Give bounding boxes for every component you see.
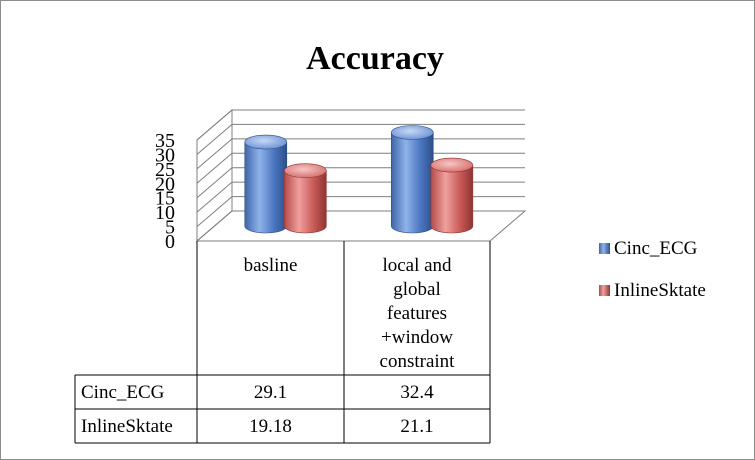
category-label: basline — [244, 255, 298, 276]
legend-item-Cinc_ECG: Cinc_ECG — [599, 238, 698, 259]
bar-top — [390, 125, 434, 140]
y-tick-label: 0 — [165, 231, 175, 253]
bar-Cinc_ECG-0 — [244, 134, 288, 234]
bar-body — [430, 164, 474, 234]
bar-body — [244, 141, 288, 234]
y-tick-label: 30 — [155, 144, 175, 166]
legend-item-InlineSktate: InlineSktate — [599, 280, 706, 301]
category-label: local and global features +window constraint — [380, 255, 456, 372]
legend: Cinc_ECG InlineSktate — [599, 238, 706, 301]
table-value: 29.1 — [254, 382, 287, 403]
legend-label: InlineSktate — [614, 280, 706, 301]
row-label: InlineSktate — [81, 416, 173, 437]
y-tick-label: 20 — [155, 173, 175, 195]
table-value: 32.4 — [400, 382, 434, 403]
chart-title: Accuracy — [306, 40, 444, 77]
y-tick-label: 15 — [155, 188, 175, 210]
bar-InlineSktate-0 — [284, 163, 327, 234]
data-table: basline local and global features +window con… — [74, 241, 491, 444]
legend-swatch — [599, 285, 610, 296]
table-value: 19.18 — [249, 416, 292, 437]
bar-body — [284, 170, 327, 234]
bar-top — [284, 163, 327, 178]
legend-swatch — [599, 243, 610, 254]
bar-top — [244, 134, 288, 150]
legend-label: Cinc_ECG — [614, 238, 698, 259]
gridline — [196, 123, 525, 155]
y-tick-label: 5 — [165, 217, 175, 239]
y-tick-label: 35 — [155, 130, 175, 152]
table-value: 21.1 — [400, 416, 433, 437]
y-tick-label: 10 — [155, 202, 175, 224]
y-tick-label: 25 — [155, 159, 175, 181]
bar-InlineSktate-1 — [430, 157, 474, 234]
gridline — [196, 109, 525, 141]
bar-body — [390, 132, 434, 234]
bar-top — [430, 157, 474, 173]
bar-Cinc_ECG-1 — [390, 125, 434, 234]
row-label: Cinc_ECG — [81, 382, 165, 403]
bars — [244, 125, 474, 234]
